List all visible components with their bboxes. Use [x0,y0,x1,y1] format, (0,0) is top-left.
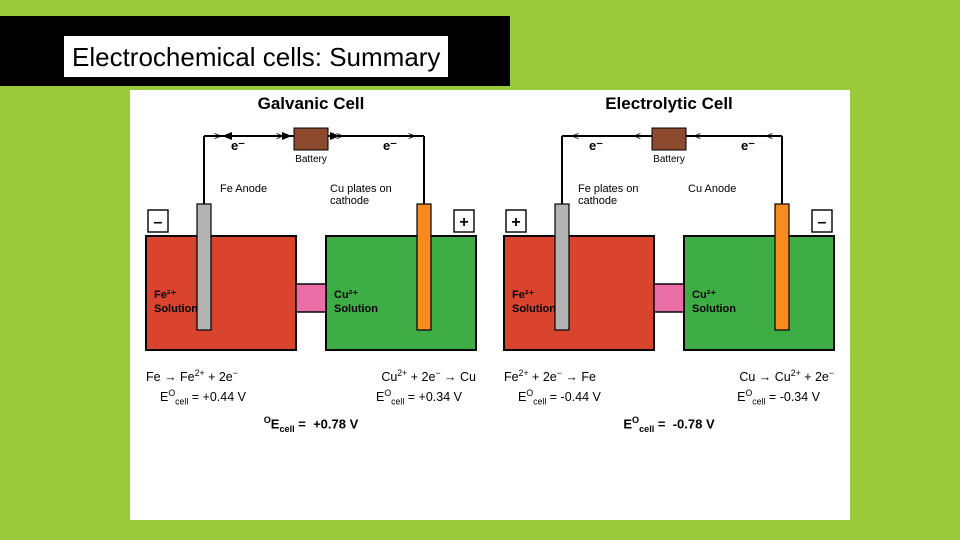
svg-text:cathode: cathode [330,195,369,207]
svg-text:>: > [214,129,221,143]
svg-text:<: < [634,129,641,143]
svg-text:Cu²⁺: Cu²⁺ [692,289,716,301]
galv-right-reaction: Cu2+ + 2e− → Cu [381,368,476,384]
svg-text:e⁻: e⁻ [589,138,603,153]
elec-right-ecell: EOcell = -0.34 V [737,388,820,407]
svg-text:cathode: cathode [578,195,617,207]
svg-text:Fe plates on: Fe plates on [578,183,639,195]
galvanic-total-ecell: OEcell = +0.78 V [138,415,484,434]
galvanic-title: Galvanic Cell [138,94,484,114]
svg-text:Cu Anode: Cu Anode [688,183,736,195]
svg-text:<: < [572,129,579,143]
svg-text:Battery: Battery [653,154,685,165]
svg-text:>: > [276,129,283,143]
electrolytic-diagram: Battery e⁻ e⁻ < < < < + – Fe plates oncathode Cu A… [496,118,842,366]
galv-left-ecell: EOcell = +0.44 V [160,388,246,407]
galvanic-diagram: Battery e⁻ e⁻ > > > > – + Fe Anode Cu plates oncat… [138,118,484,366]
svg-text:Fe²⁺: Fe²⁺ [512,289,535,301]
galvanic-cell: Galvanic Cell Battery e⁻ e⁻ > > > > – + Fe Anode C… [138,94,484,434]
electrolytic-svg-wrap: Battery e⁻ e⁻ < < < < + – Fe plates oncathode Cu A… [496,118,842,366]
svg-text:–: – [818,214,827,231]
galvanic-svg-wrap: Battery e⁻ e⁻ > > > > – + Fe Anode Cu plates oncat… [138,118,484,366]
diagram-panel: Galvanic Cell Battery e⁻ e⁻ > > > > – + Fe Anode C… [130,90,850,520]
electrolytic-total-ecell: EOcell = -0.78 V [496,415,842,434]
svg-text:<: < [694,129,701,143]
galvanic-reactions: Fe → Fe2+ + 2e− Cu2+ + 2e− → Cu [138,366,484,386]
svg-text:Solution: Solution [154,303,198,315]
svg-text:Cu²⁺: Cu²⁺ [334,289,358,301]
elec-left-ecell: EOcell = -0.44 V [518,388,601,407]
svg-text:<: < [766,129,773,143]
svg-text:Fe²⁺: Fe²⁺ [154,289,177,301]
svg-text:Solution: Solution [692,303,736,315]
galv-right-ecell: EOcell = +0.34 V [376,388,462,407]
svg-text:e⁻: e⁻ [231,138,245,153]
svg-text:Battery: Battery [295,154,327,165]
svg-text:>: > [336,129,343,143]
svg-text:+: + [511,214,520,231]
svg-text:+: + [459,214,468,231]
galv-left-reaction: Fe → Fe2+ + 2e− [146,368,238,384]
svg-text:e⁻: e⁻ [741,138,755,153]
svg-text:Cu plates on: Cu plates on [330,183,392,195]
slide-title: Electrochemical cells: Summary [64,36,448,77]
electrolytic-reactions: Fe2+ + 2e− → Fe Cu → Cu2+ + 2e− [496,366,842,386]
svg-text:Solution: Solution [512,303,556,315]
elec-right-reaction: Cu → Cu2+ + 2e− [739,368,834,384]
svg-text:Fe Anode: Fe Anode [220,183,267,195]
svg-text:>: > [408,129,415,143]
svg-text:–: – [154,214,163,231]
svg-text:e⁻: e⁻ [383,138,397,153]
galvanic-ecells: EOcell = +0.44 V EOcell = +0.34 V [138,386,484,409]
elec-left-reaction: Fe2+ + 2e− → Fe [504,368,596,384]
svg-text:Solution: Solution [334,303,378,315]
electrolytic-ecells: EOcell = -0.44 V EOcell = -0.34 V [496,386,842,409]
electrolytic-cell: Electrolytic Cell Battery e⁻ e⁻ < < < < + – Fe pl… [496,94,842,434]
electrolytic-title: Electrolytic Cell [496,94,842,114]
